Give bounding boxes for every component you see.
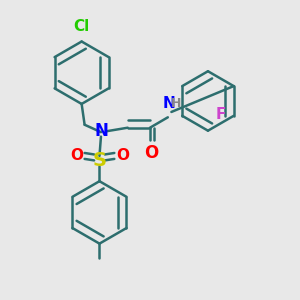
Text: O: O — [144, 144, 159, 162]
Text: O: O — [116, 148, 129, 164]
Text: O: O — [70, 148, 83, 164]
Text: S: S — [92, 151, 106, 170]
Text: F: F — [216, 107, 226, 122]
Text: N: N — [163, 96, 176, 111]
Text: Cl: Cl — [74, 19, 90, 34]
Text: N: N — [94, 122, 108, 140]
Text: H: H — [171, 97, 181, 110]
